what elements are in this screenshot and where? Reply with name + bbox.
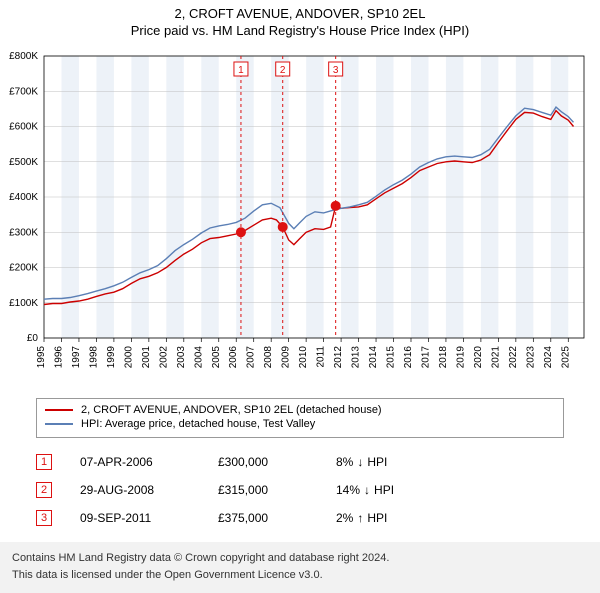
legend-label: 2, CROFT AVENUE, ANDOVER, SP10 2EL (deta… bbox=[81, 404, 382, 416]
x-tick-label: 2019 bbox=[455, 346, 466, 369]
x-tick-label: 2001 bbox=[141, 346, 152, 369]
x-tick-label: 2000 bbox=[123, 346, 134, 369]
x-tick-label: 2020 bbox=[473, 346, 484, 369]
legend-swatch bbox=[45, 423, 73, 425]
price-chart: £0 £100K £200K £300K £400K £500K £600K £700K £80… bbox=[0, 46, 600, 390]
tx-row-marker: 1 bbox=[36, 454, 52, 470]
tx-row-date: 09-SEP-2011 bbox=[80, 511, 190, 525]
y-tick-label: £800K bbox=[9, 51, 38, 62]
legend-swatch bbox=[45, 409, 73, 411]
tx-dot bbox=[236, 227, 246, 237]
footer-attribution: Contains HM Land Registry data © Crown c… bbox=[0, 542, 600, 593]
x-tick-label: 2012 bbox=[333, 346, 344, 369]
chart-area: £0 £100K £200K £300K £400K £500K £600K £700K £80… bbox=[0, 46, 600, 390]
y-tick-label: £0 bbox=[27, 333, 39, 344]
tx-diff-pct: 14% bbox=[336, 483, 360, 497]
x-tick-label: 1999 bbox=[106, 346, 117, 369]
x-tick-label: 2002 bbox=[158, 346, 169, 369]
x-tick-label: 2010 bbox=[298, 346, 309, 369]
y-tick-label: £400K bbox=[9, 192, 38, 203]
x-tick-label: 1995 bbox=[36, 346, 47, 369]
tx-dot bbox=[331, 201, 341, 211]
x-tick-label: 2025 bbox=[560, 346, 571, 369]
y-tick-label: £600K bbox=[9, 122, 38, 133]
footer-line2: This data is licensed under the Open Gov… bbox=[12, 567, 588, 584]
x-tick-label: 2006 bbox=[228, 346, 239, 369]
title-address: 2, CROFT AVENUE, ANDOVER, SP10 2EL bbox=[10, 6, 590, 21]
x-tick-label: 2009 bbox=[281, 346, 292, 369]
x-tick-label: 2024 bbox=[543, 346, 554, 369]
arrow-down-icon: ↓ bbox=[364, 483, 370, 497]
y-tick-label: £500K bbox=[9, 157, 38, 168]
tx-marker-num: 3 bbox=[333, 65, 339, 76]
x-tick-label: 2016 bbox=[403, 346, 414, 369]
footer-line1: Contains HM Land Registry data © Crown c… bbox=[12, 550, 588, 567]
arrow-up-icon: ↑ bbox=[357, 511, 363, 525]
y-tick-label: £700K bbox=[9, 86, 38, 97]
x-tick-label: 1996 bbox=[53, 346, 64, 369]
tx-diff-label: HPI bbox=[367, 455, 387, 469]
transaction-row: 1 07-APR-2006 £300,000 8% ↓ HPI bbox=[36, 448, 564, 476]
title-subtitle: Price paid vs. HM Land Registry's House … bbox=[10, 23, 590, 38]
x-tick-label: 2015 bbox=[386, 346, 397, 369]
transaction-row: 3 09-SEP-2011 £375,000 2% ↑ HPI bbox=[36, 504, 564, 532]
x-tick-label: 2017 bbox=[420, 346, 431, 369]
x-tick-label: 2011 bbox=[316, 346, 327, 368]
x-tick-label: 2005 bbox=[211, 346, 222, 369]
y-tick-label: £200K bbox=[9, 263, 38, 274]
legend-box: 2, CROFT AVENUE, ANDOVER, SP10 2EL (deta… bbox=[36, 398, 564, 438]
transaction-table: 1 07-APR-2006 £300,000 8% ↓ HPI 2 29-AUG-2008 £3… bbox=[36, 448, 564, 532]
tx-row-diff: 14% ↓ HPI bbox=[336, 483, 446, 497]
title-block: 2, CROFT AVENUE, ANDOVER, SP10 2EL Price… bbox=[0, 0, 600, 46]
page-root: 2, CROFT AVENUE, ANDOVER, SP10 2EL Price… bbox=[0, 0, 600, 593]
tx-row-marker: 3 bbox=[36, 510, 52, 526]
x-tick-label: 2014 bbox=[368, 346, 379, 369]
legend-label: HPI: Average price, detached house, Test… bbox=[81, 418, 315, 430]
tx-row-diff: 8% ↓ HPI bbox=[336, 455, 446, 469]
tx-diff-label: HPI bbox=[367, 511, 387, 525]
tx-row-diff: 2% ↑ HPI bbox=[336, 511, 446, 525]
tx-row-date: 07-APR-2006 bbox=[80, 455, 190, 469]
tx-diff-label: HPI bbox=[374, 483, 394, 497]
tx-marker-num: 2 bbox=[280, 65, 286, 76]
legend-row: 2, CROFT AVENUE, ANDOVER, SP10 2EL (deta… bbox=[45, 403, 555, 417]
x-tick-label: 1998 bbox=[88, 346, 99, 369]
x-tick-label: 2003 bbox=[176, 346, 187, 369]
y-tick-label: £300K bbox=[9, 227, 38, 238]
x-tick-label: 2022 bbox=[508, 346, 519, 369]
arrow-down-icon: ↓ bbox=[357, 455, 363, 469]
x-tick-label: 2021 bbox=[490, 346, 501, 369]
tx-row-price: £315,000 bbox=[218, 483, 308, 497]
x-tick-label: 2023 bbox=[525, 346, 536, 369]
legend-row: HPI: Average price, detached house, Test… bbox=[45, 417, 555, 431]
tx-row-date: 29-AUG-2008 bbox=[80, 483, 190, 497]
x-tick-label: 2007 bbox=[246, 346, 257, 369]
x-tick-label: 2013 bbox=[351, 346, 362, 369]
tx-marker-num: 1 bbox=[238, 65, 244, 76]
x-tick-label: 2018 bbox=[438, 346, 449, 369]
tx-row-price: £375,000 bbox=[218, 511, 308, 525]
x-tick-label: 2004 bbox=[193, 346, 204, 369]
x-tick-label: 2008 bbox=[263, 346, 274, 369]
tx-dot bbox=[278, 222, 288, 232]
tx-diff-pct: 8% bbox=[336, 455, 353, 469]
tx-row-price: £300,000 bbox=[218, 455, 308, 469]
tx-row-marker: 2 bbox=[36, 482, 52, 498]
tx-diff-pct: 2% bbox=[336, 511, 353, 525]
y-tick-label: £100K bbox=[9, 298, 38, 309]
transaction-row: 2 29-AUG-2008 £315,000 14% ↓ HPI bbox=[36, 476, 564, 504]
x-tick-label: 1997 bbox=[71, 346, 82, 369]
